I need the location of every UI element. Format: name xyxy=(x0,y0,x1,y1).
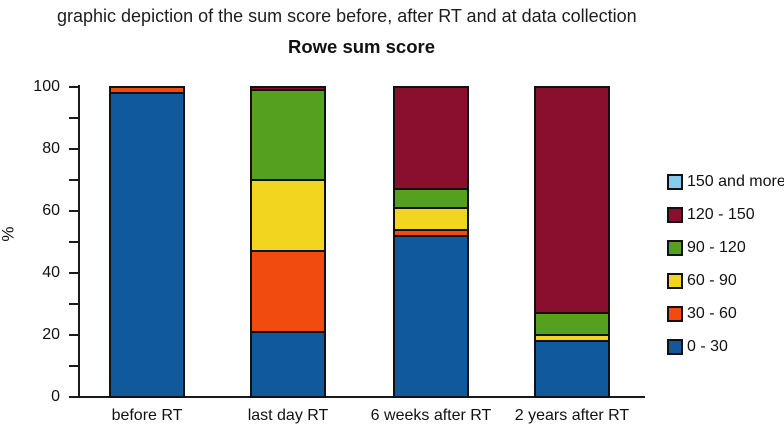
bar-6-weeks-after-RT xyxy=(393,86,469,398)
legend-label: 0 - 30 xyxy=(687,338,728,355)
legend-label: 90 - 120 xyxy=(687,239,746,256)
bar-last-day-RT xyxy=(250,86,326,398)
legend-swatch-icon xyxy=(667,339,683,355)
bar-segment-60-90 xyxy=(535,335,609,341)
bar-segment-90-120 xyxy=(251,90,325,180)
y-tick xyxy=(69,179,78,181)
y-tick-label: 0 xyxy=(51,388,60,405)
bar-segment-0-30 xyxy=(394,236,468,397)
legend-item-150andmore: 150 and more xyxy=(667,174,784,190)
legend-swatch-icon xyxy=(667,273,683,289)
y-tick xyxy=(69,303,78,305)
y-tick xyxy=(69,272,78,274)
legend-item-120-150: 120 - 150 xyxy=(667,207,784,223)
legend-swatch-icon xyxy=(667,207,683,223)
bar-segment-30-60 xyxy=(251,251,325,332)
bar-2-years-after-RT xyxy=(534,86,610,398)
y-tick-label: 80 xyxy=(42,140,60,157)
bar-segment-0-30 xyxy=(110,93,184,397)
y-tick xyxy=(69,396,78,398)
y-tick xyxy=(69,365,78,367)
y-tick-label: 40 xyxy=(42,264,60,281)
x-axis-label: 2 years after RT xyxy=(514,407,630,424)
bar-segment-120-150 xyxy=(394,87,468,189)
bar-segment-0-30 xyxy=(251,332,325,397)
bar-segment-60-90 xyxy=(251,180,325,251)
y-tick xyxy=(69,241,78,243)
legend-label: 30 - 60 xyxy=(687,305,737,322)
y-tick-label: 60 xyxy=(42,202,60,219)
bar-segment-30-60 xyxy=(394,230,468,236)
legend-item-90-120: 90 - 120 xyxy=(667,240,784,256)
legend-item-0-30: 0 - 30 xyxy=(667,339,784,355)
legend-label: 60 - 90 xyxy=(687,272,737,289)
bar-segment-60-90 xyxy=(394,208,468,230)
legend-label: 150 and more xyxy=(687,173,784,190)
x-axis-label: 6 weeks after RT xyxy=(370,407,492,424)
y-tick xyxy=(69,117,78,119)
legend-swatch-icon xyxy=(667,174,683,190)
y-tick-label: 100 xyxy=(33,78,60,95)
y-tick xyxy=(69,210,78,212)
bar-segment-90-120 xyxy=(535,313,609,335)
bar-segment-90-120 xyxy=(394,189,468,208)
legend-label: 120 - 150 xyxy=(687,206,755,223)
y-tick-label: 20 xyxy=(42,326,60,343)
figure-caption: graphic depiction of the sum score befor… xyxy=(57,6,637,26)
legend-item-60-90: 60 - 90 xyxy=(667,273,784,289)
y-axis-label: % xyxy=(0,226,18,242)
bar-segment-120-150 xyxy=(535,87,609,313)
chart-title: Rowe sum score xyxy=(287,36,436,57)
y-axis-line xyxy=(78,85,80,398)
bar-segment-120-150 xyxy=(251,87,325,90)
y-tick xyxy=(69,148,78,150)
legend-swatch-icon xyxy=(667,240,683,256)
y-tick xyxy=(69,86,78,88)
bar-segment-30-60 xyxy=(110,87,184,93)
legend: 150 and more 120 - 150 90 - 120 60 - 90 30 -… xyxy=(667,174,784,372)
y-tick xyxy=(69,334,78,336)
x-axis-line xyxy=(78,396,645,398)
x-axis-label: before RT xyxy=(111,407,183,424)
legend-swatch-icon xyxy=(667,306,683,322)
x-axis-label: last day RT xyxy=(247,407,329,424)
bar-segment-0-30 xyxy=(535,341,609,397)
bar-before-RT xyxy=(109,86,185,398)
legend-item-30-60: 30 - 60 xyxy=(667,306,784,322)
